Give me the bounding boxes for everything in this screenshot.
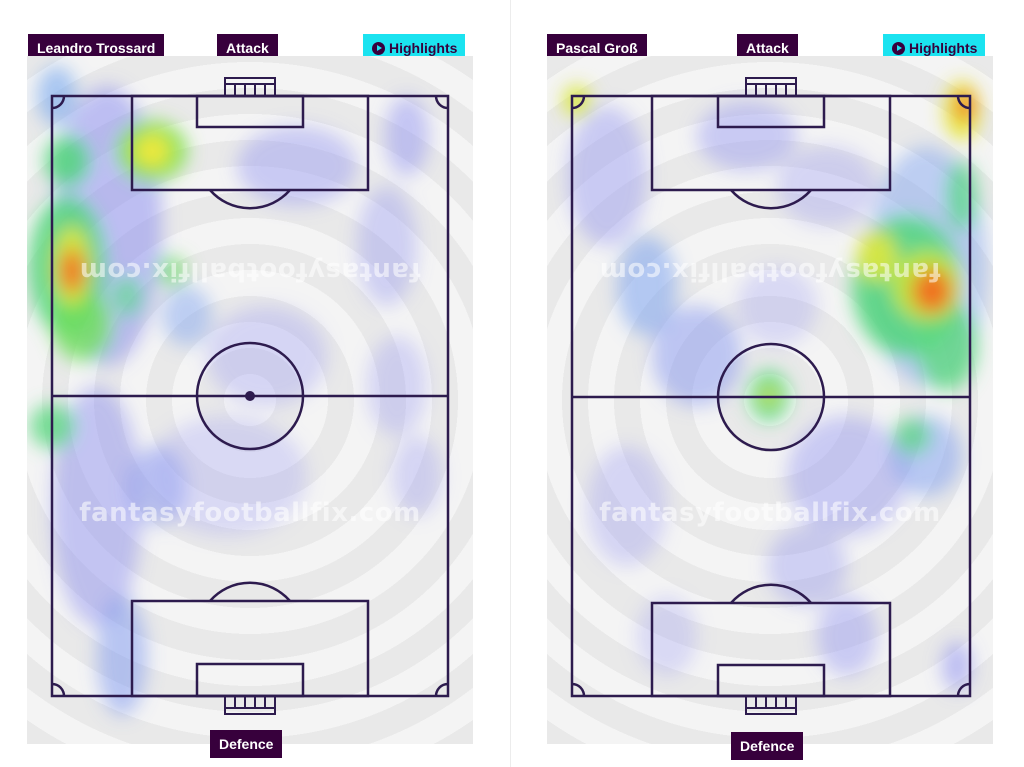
corner-arc <box>51 95 66 110</box>
defence-penalty-arc <box>730 583 812 604</box>
play-icon <box>892 42 905 55</box>
heatmap-panel-right: Pascal Groß Attack Highlights <box>545 0 995 767</box>
centre-circle <box>195 341 305 451</box>
corner-arc <box>571 682 586 697</box>
corner-arc <box>956 95 971 110</box>
defence-label: Defence <box>731 732 804 760</box>
defence-penalty-arc <box>209 581 291 602</box>
attack-penalty-box <box>130 94 370 192</box>
defence-six-yard-box <box>195 662 305 698</box>
play-icon <box>372 42 385 55</box>
attack-six-yard-box <box>195 94 305 129</box>
highlights-label: Highlights <box>389 40 458 56</box>
corner-arc <box>434 95 449 110</box>
defence-goal <box>224 695 276 715</box>
pitch-lines <box>50 77 450 715</box>
pitch: fantasyfootballfix.com fantasyfootballfi… <box>547 56 993 744</box>
attack-goal <box>745 77 797 97</box>
defence-penalty-box <box>130 599 370 698</box>
panel-divider <box>510 0 511 767</box>
centre-circle <box>716 342 826 452</box>
attack-six-yard-box <box>716 94 826 129</box>
attack-penalty-box <box>650 94 892 192</box>
corner-arc <box>51 682 66 697</box>
heatmap-panel-left: Leandro Trossard Attack Highlights <box>25 0 475 767</box>
pitch: fantasyfootballfix.com fantasyfootballfi… <box>27 56 473 744</box>
attack-penalty-arc <box>730 189 812 210</box>
corner-arc <box>434 682 449 697</box>
defence-penalty-box <box>650 601 892 698</box>
corner-arc <box>956 682 971 697</box>
centre-spot <box>245 391 255 401</box>
attack-penalty-arc <box>209 189 291 210</box>
highlights-label: Highlights <box>909 40 978 56</box>
defence-goal <box>745 695 797 715</box>
defence-label: Defence <box>210 730 283 758</box>
attack-goal <box>224 77 276 97</box>
corner-arc <box>571 95 586 110</box>
pitch-lines <box>570 77 972 715</box>
defence-six-yard-box <box>716 663 826 698</box>
